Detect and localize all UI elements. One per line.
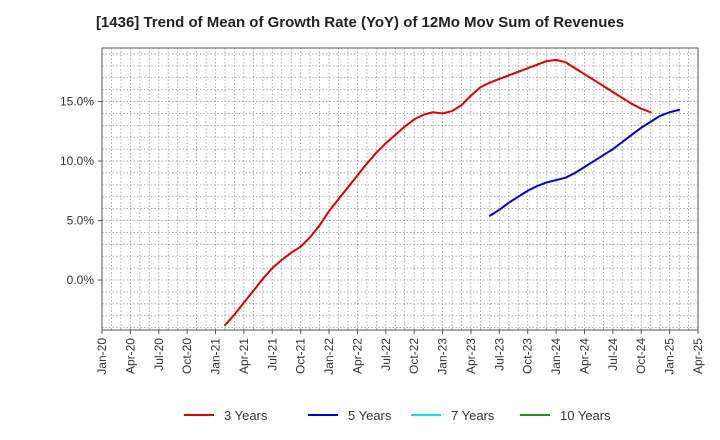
- x-tick-label: Oct-21: [294, 338, 308, 374]
- legend-label-3-years: 3 Years: [224, 408, 268, 423]
- y-tick-label: 15.0%: [60, 95, 94, 109]
- y-axis: 0.0% 5.0% 10.0% 15.0%: [60, 95, 102, 287]
- x-tick-label: Apr-22: [350, 338, 364, 374]
- x-tick-label: Jul-23: [492, 338, 506, 371]
- x-tick-label: Oct-22: [407, 338, 421, 374]
- vertical-gridlines: [111, 48, 689, 330]
- series-line-3-years: [223, 58, 652, 327]
- x-tick-label: Jan-24: [549, 338, 563, 375]
- x-tick-label: Apr-25: [691, 338, 705, 374]
- x-tick-label: Apr-20: [123, 338, 137, 374]
- series-lines: [223, 58, 681, 327]
- plot-background: [102, 48, 698, 330]
- x-tick-label: Jan-25: [663, 338, 677, 375]
- chart-title: [1436] Trend of Mean of Growth Rate (YoY…: [95, 14, 625, 31]
- x-tick-label: Jul-22: [379, 338, 393, 371]
- legend-label-7-years: 7 Years: [451, 408, 495, 423]
- y-tick-label: 5.0%: [67, 214, 95, 228]
- x-tick-label: Jul-24: [606, 338, 620, 371]
- horizontal-gridlines: [102, 53, 698, 329]
- x-tick-label: Jul-20: [152, 338, 166, 371]
- x-tick-label: Jul-21: [265, 338, 279, 371]
- y-tick-label: 10.0%: [60, 154, 94, 168]
- x-tick-label: Jan-22: [322, 338, 336, 375]
- x-tick-label: Oct-20: [180, 338, 194, 374]
- x-tick-label: Apr-23: [464, 338, 478, 374]
- x-tick-label: Oct-23: [521, 338, 535, 374]
- y-tick-label: 0.0%: [67, 273, 95, 287]
- legend: 3 Years 5 Years 7 Years 10 Years: [184, 408, 611, 423]
- x-tick-label: Oct-24: [634, 338, 648, 374]
- x-tick-label: Jan-23: [436, 338, 450, 375]
- plot-frame: [101, 47, 699, 331]
- x-axis: Jan-20 Apr-20 Jul-20 Oct-20 Jan-21 Apr-21 Jul-…: [95, 330, 705, 375]
- x-tick-label: Jan-21: [209, 338, 223, 375]
- legend-label-5-years: 5 Years: [348, 408, 392, 423]
- x-tick-label: Apr-21: [237, 338, 251, 374]
- x-tick-label: Jan-20: [95, 338, 109, 375]
- series-line-5-years: [488, 108, 681, 217]
- legend-label-10-years: 10 Years: [560, 408, 611, 423]
- x-tick-label: Apr-24: [577, 338, 591, 374]
